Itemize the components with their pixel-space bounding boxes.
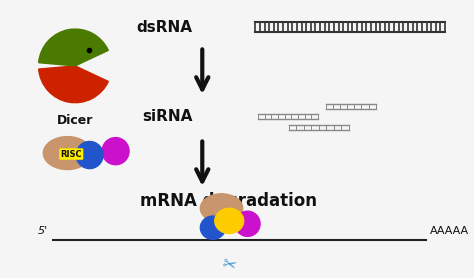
Text: AAAAA: AAAAA bbox=[429, 226, 469, 236]
Wedge shape bbox=[39, 29, 108, 66]
Ellipse shape bbox=[215, 208, 244, 234]
Text: siRNA: siRNA bbox=[142, 109, 192, 124]
Text: Dicer: Dicer bbox=[57, 114, 93, 127]
Text: ✂: ✂ bbox=[219, 254, 237, 275]
Ellipse shape bbox=[201, 194, 243, 223]
Text: mRNA degradation: mRNA degradation bbox=[140, 192, 317, 210]
Text: 5': 5' bbox=[38, 226, 48, 236]
Text: RISC: RISC bbox=[61, 150, 82, 158]
Ellipse shape bbox=[43, 136, 91, 170]
Ellipse shape bbox=[76, 142, 103, 168]
Text: dsRNA: dsRNA bbox=[137, 20, 192, 35]
Wedge shape bbox=[39, 66, 108, 103]
Ellipse shape bbox=[102, 138, 129, 165]
Ellipse shape bbox=[235, 211, 260, 236]
Ellipse shape bbox=[201, 216, 226, 239]
